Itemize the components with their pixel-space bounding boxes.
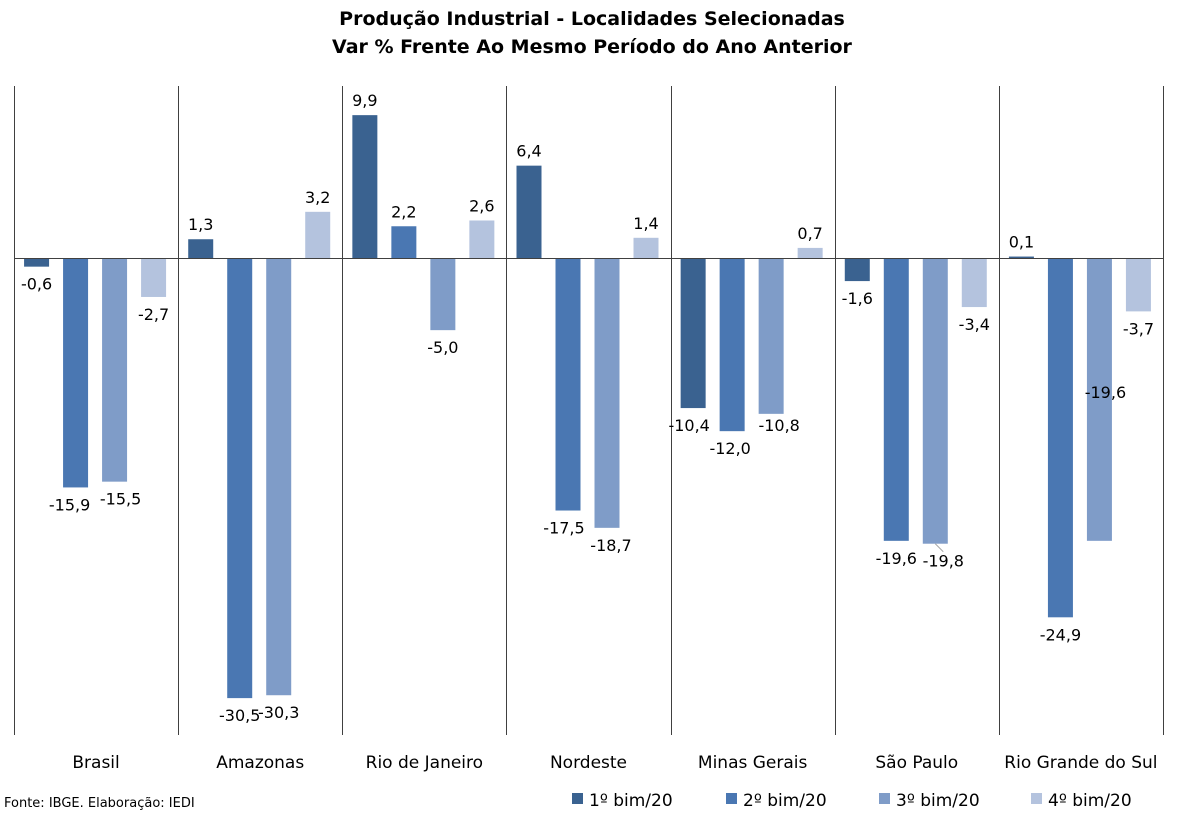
bar-são-paulo-s4	[961, 258, 987, 308]
bar-rio-grande-do-sul-s4	[1125, 258, 1151, 312]
value-label: -17,5	[543, 519, 584, 538]
category-label: Nordeste	[550, 753, 627, 773]
bar-brasil-s4	[141, 258, 167, 297]
bar-são-paulo-s3	[922, 258, 948, 544]
legend: 1º bim/20 2º bim/20 3º bim/20 4º bim/20	[572, 791, 1132, 811]
value-label: -10,8	[758, 416, 799, 435]
legend-label: 3º bim/20	[896, 791, 980, 811]
value-label: -2,7	[138, 305, 169, 324]
value-label: -19,6	[876, 549, 917, 568]
bar-brasil-s2	[63, 258, 89, 488]
category-labels-group: Brasil Amazonas Rio de Janeiro Nordeste Mina…	[72, 753, 1157, 773]
value-label: 1,3	[188, 215, 213, 234]
value-label: -30,5	[219, 706, 260, 725]
category-label: São Paulo	[875, 753, 958, 773]
category-dividers	[14, 86, 1164, 735]
bar-rio-de-janeiro-s2	[391, 226, 417, 258]
legend-swatch	[879, 793, 890, 804]
bar-minas-gerais-s2	[719, 258, 745, 432]
value-label: -18,7	[590, 536, 631, 555]
bar-minas-gerais-s4	[797, 247, 823, 258]
legend-swatch	[726, 793, 737, 804]
bar-brasil-s1	[24, 258, 50, 267]
bar-são-paulo-s1	[844, 258, 870, 282]
bar-amazonas-s2	[227, 258, 253, 699]
bar-nordeste-s4	[633, 237, 659, 258]
value-label: -1,6	[842, 289, 873, 308]
bar-amazonas-s4	[305, 211, 331, 258]
legend-label: 2º bim/20	[743, 791, 827, 811]
value-label: -0,6	[21, 275, 52, 294]
value-label: -15,9	[49, 495, 90, 514]
bar-rio-de-janeiro-s3	[430, 258, 456, 331]
legend-label: 1º bim/20	[589, 791, 673, 811]
legend-swatch	[1031, 793, 1042, 804]
value-label: -24,9	[1040, 625, 1081, 644]
value-label: -12,0	[709, 439, 750, 458]
chart-title: Produção Industrial - Localidades Seleci…	[339, 8, 845, 30]
bar-rio-grande-do-sul-s1	[1008, 256, 1034, 258]
category-label: Rio Grande do Sul	[1004, 753, 1157, 773]
category-label: Minas Gerais	[698, 753, 808, 773]
value-label: 2,2	[391, 202, 416, 221]
value-label: -19,8	[923, 552, 964, 571]
value-labels-group: -0,6 -15,9 -15,5 -2,7 1,3 -30,5-30,3 3,2 9,9 2,2…	[21, 91, 1154, 725]
bar-nordeste-s1	[516, 165, 542, 258]
bar-nordeste-s2	[555, 258, 581, 511]
value-label: -3,7	[1123, 319, 1154, 338]
value-label: 3,2	[305, 188, 330, 207]
bar-rio-grande-do-sul-s3	[1086, 258, 1112, 541]
bar-amazonas-s3	[266, 258, 292, 696]
category-label: Brasil	[72, 753, 119, 773]
bar-brasil-s3	[102, 258, 128, 482]
value-label: 9,9	[352, 91, 377, 110]
value-label: -5,0	[427, 338, 458, 357]
value-label: -19,6	[1085, 383, 1126, 402]
bars-group	[24, 115, 1151, 699]
legend-swatch	[572, 793, 583, 804]
category-label: Amazonas	[216, 753, 304, 773]
bar-amazonas-s1	[188, 239, 214, 258]
bar-minas-gerais-s3	[758, 258, 784, 414]
value-label: 0,7	[797, 224, 822, 243]
chart-subtitle: Var % Frente Ao Mesmo Período do Ano Ant…	[332, 36, 853, 58]
value-label: -3,4	[959, 315, 990, 334]
value-label: 1,4	[633, 214, 658, 233]
bar-são-paulo-s2	[883, 258, 909, 541]
bar-rio-de-janeiro-s1	[352, 115, 378, 258]
bar-rio-de-janeiro-s4	[469, 220, 495, 258]
value-label: 2,6	[469, 196, 494, 215]
bar-rio-grande-do-sul-s2	[1047, 258, 1073, 618]
label-leader-line	[934, 543, 944, 553]
legend-label: 4º bim/20	[1048, 791, 1132, 811]
value-label: -15,5	[100, 490, 141, 509]
source-note: Fonte: IBGE. Elaboração: IEDI	[4, 796, 195, 811]
value-label: -30,3	[258, 703, 299, 722]
bar-nordeste-s3	[594, 258, 620, 528]
category-label: Rio de Janeiro	[366, 753, 483, 773]
bar-minas-gerais-s1	[680, 258, 706, 409]
value-label: 6,4	[516, 142, 541, 161]
value-label: 0,1	[1009, 233, 1034, 252]
value-label: -10,4	[668, 416, 709, 435]
